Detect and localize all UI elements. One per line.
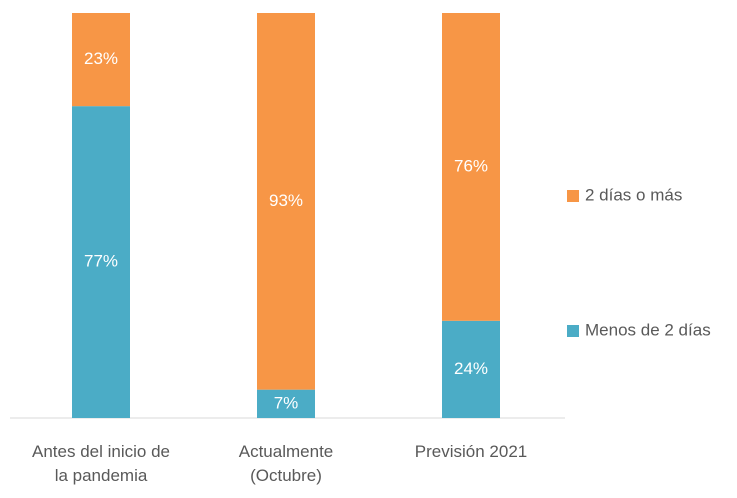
- x-tick-label-line: la pandemia: [54, 466, 148, 485]
- bar-segment: [257, 13, 315, 390]
- data-label: 23%: [84, 49, 118, 68]
- x-tick-label: Antes del inicio de la pandemia: [11, 440, 191, 488]
- legend-swatch: [567, 190, 579, 202]
- bar-segment: [257, 389, 315, 418]
- bar-segment: [72, 13, 130, 107]
- data-label: 7%: [274, 393, 299, 412]
- data-label: 24%: [454, 359, 488, 378]
- bar-segment: [442, 320, 500, 418]
- x-tick-label-line: Actualmente: [238, 442, 334, 461]
- bar-segment: [442, 13, 500, 321]
- data-label: 76%: [454, 156, 488, 175]
- x-tick-label-line: Antes del inicio de: [32, 442, 170, 461]
- legend-swatch: [567, 325, 579, 337]
- x-tick-label-line: Previsión 2021: [414, 442, 528, 461]
- legend-label: 2 días o más: [585, 185, 682, 204]
- x-tick-label: Actualmente (Octubre): [196, 440, 376, 488]
- legend-label: Menos de 2 días: [585, 320, 711, 339]
- bar-segment: [72, 106, 130, 419]
- x-tick-label: Previsión 2021: [381, 440, 561, 464]
- data-label: 77%: [84, 252, 118, 271]
- x-tick-label-line: (Octubre): [250, 466, 322, 485]
- data-label: 93%: [269, 191, 303, 210]
